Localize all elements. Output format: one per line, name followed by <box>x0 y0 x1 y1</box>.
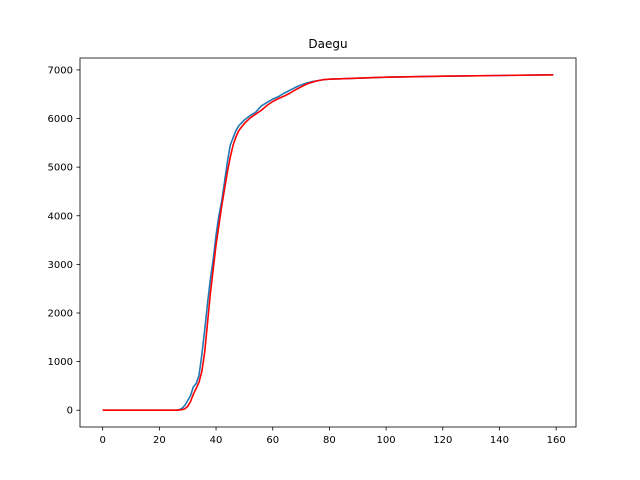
x-tick-label: 80 <box>323 435 336 446</box>
x-tick-label: 20 <box>153 435 166 446</box>
y-tick-label: 0 <box>67 406 73 417</box>
x-tick-label: 40 <box>210 435 223 446</box>
y-tick-label: 3000 <box>48 260 73 271</box>
series-layer <box>102 73 554 412</box>
y-tick-label: 7000 <box>48 65 73 76</box>
y-tick-label: 2000 <box>48 308 73 319</box>
x-tick-label: 0 <box>99 435 105 446</box>
y-tick-label: 1000 <box>48 357 73 368</box>
plot-frame <box>79 57 577 428</box>
y-axis: 0 1000 2000 3000 4000 5000 6000 7000 <box>48 65 80 417</box>
y-tick-label: 5000 <box>48 163 73 174</box>
series-line-2 <box>102 73 554 412</box>
x-tick-label: 100 <box>377 435 396 446</box>
chart-title: Daegu <box>308 37 347 51</box>
y-tick-label: 4000 <box>48 211 73 222</box>
x-tick-label: 120 <box>433 435 452 446</box>
series-line-1 <box>102 73 554 412</box>
x-tick-label: 160 <box>547 435 566 446</box>
x-tick-label: 60 <box>266 435 279 446</box>
y-tick-label: 6000 <box>48 114 73 125</box>
x-axis: 0 20 40 60 80 100 120 140 160 <box>99 427 566 446</box>
x-tick-label: 140 <box>490 435 509 446</box>
